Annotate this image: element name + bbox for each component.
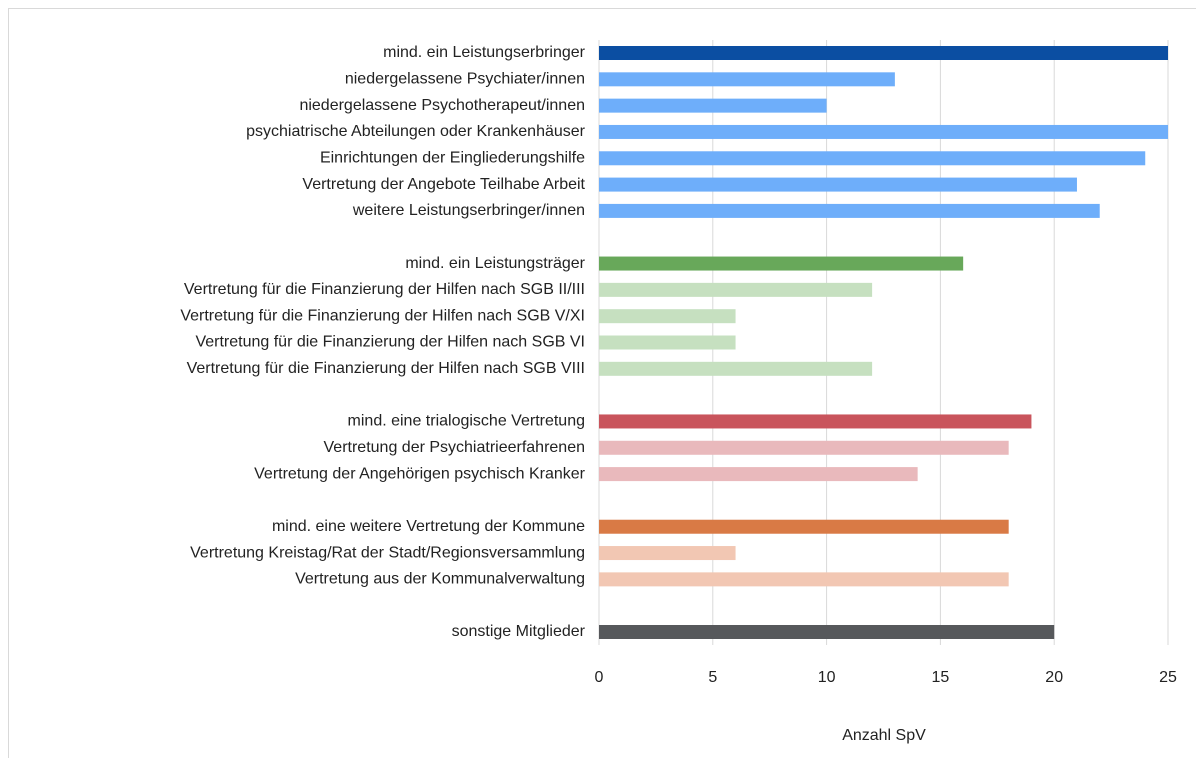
y-tick-label: Einrichtungen der Eingliederungshilfe <box>320 149 585 166</box>
bar <box>599 124 1168 139</box>
y-tick-label: Vertretung für die Finanzierung der Hilf… <box>180 307 585 324</box>
bar <box>599 572 1009 587</box>
bar <box>599 256 964 271</box>
x-tick-label: 25 <box>1159 669 1177 686</box>
bar <box>599 282 873 297</box>
x-tick-label: 15 <box>932 669 950 686</box>
bar <box>599 414 1032 429</box>
y-tick-label: Vertretung aus der Kommunalverwaltung <box>295 571 585 588</box>
y-tick-label: Vertretung für die Finanzierung der Hilf… <box>187 360 585 377</box>
y-tick-label: Vertretung für die Finanzierung der Hilf… <box>195 334 585 351</box>
x-tick-label: 0 <box>595 669 604 686</box>
bar <box>599 72 895 87</box>
y-tick-label: mind. ein Leistungsträger <box>405 255 585 272</box>
y-tick-label: niedergelassene Psychiater/innen <box>345 71 585 88</box>
x-tick-label: 10 <box>818 669 836 686</box>
y-tick-label: Vertretung Kreistag/Rat der Stadt/Region… <box>190 544 585 561</box>
chart-border <box>8 8 1196 758</box>
bar <box>599 98 827 113</box>
bar <box>599 309 736 324</box>
bar <box>599 177 1077 192</box>
y-tick-label: sonstige Mitglieder <box>452 623 586 640</box>
y-tick-label: mind. ein Leistungserbringer <box>383 44 586 61</box>
x-axis-label: Anzahl SpV <box>842 727 926 744</box>
bar <box>599 46 1168 60</box>
bar <box>599 546 736 561</box>
bar <box>599 519 1009 534</box>
bar <box>599 151 1146 166</box>
x-tick-label: 5 <box>708 669 717 686</box>
y-tick-label: psychiatrische Abteilungen oder Krankenh… <box>246 123 586 140</box>
bar <box>599 625 1055 639</box>
x-tick-label: 20 <box>1045 669 1063 686</box>
y-tick-label: niedergelassene Psychotherapeut/innen <box>299 97 585 114</box>
y-tick-label: Vertretung der Psychiatrieerfahrenen <box>324 439 585 456</box>
bar <box>599 361 873 376</box>
y-tick-label: mind. eine weitere Vertretung der Kommun… <box>272 518 585 535</box>
bar <box>599 203 1100 218</box>
y-tick-label: mind. eine trialogische Vertretung <box>348 413 585 430</box>
bar <box>599 467 918 482</box>
y-tick-label: Vertretung der Angebote Teilhabe Arbeit <box>302 176 585 193</box>
y-tick-label: Vertretung für die Finanzierung der Hilf… <box>184 281 585 298</box>
y-tick-label: weitere Leistungserbringer/innen <box>352 202 585 219</box>
y-tick-label: Vertretung der Angehörigen psychisch Kra… <box>254 465 586 482</box>
bar <box>599 335 736 350</box>
bar <box>599 440 1009 455</box>
